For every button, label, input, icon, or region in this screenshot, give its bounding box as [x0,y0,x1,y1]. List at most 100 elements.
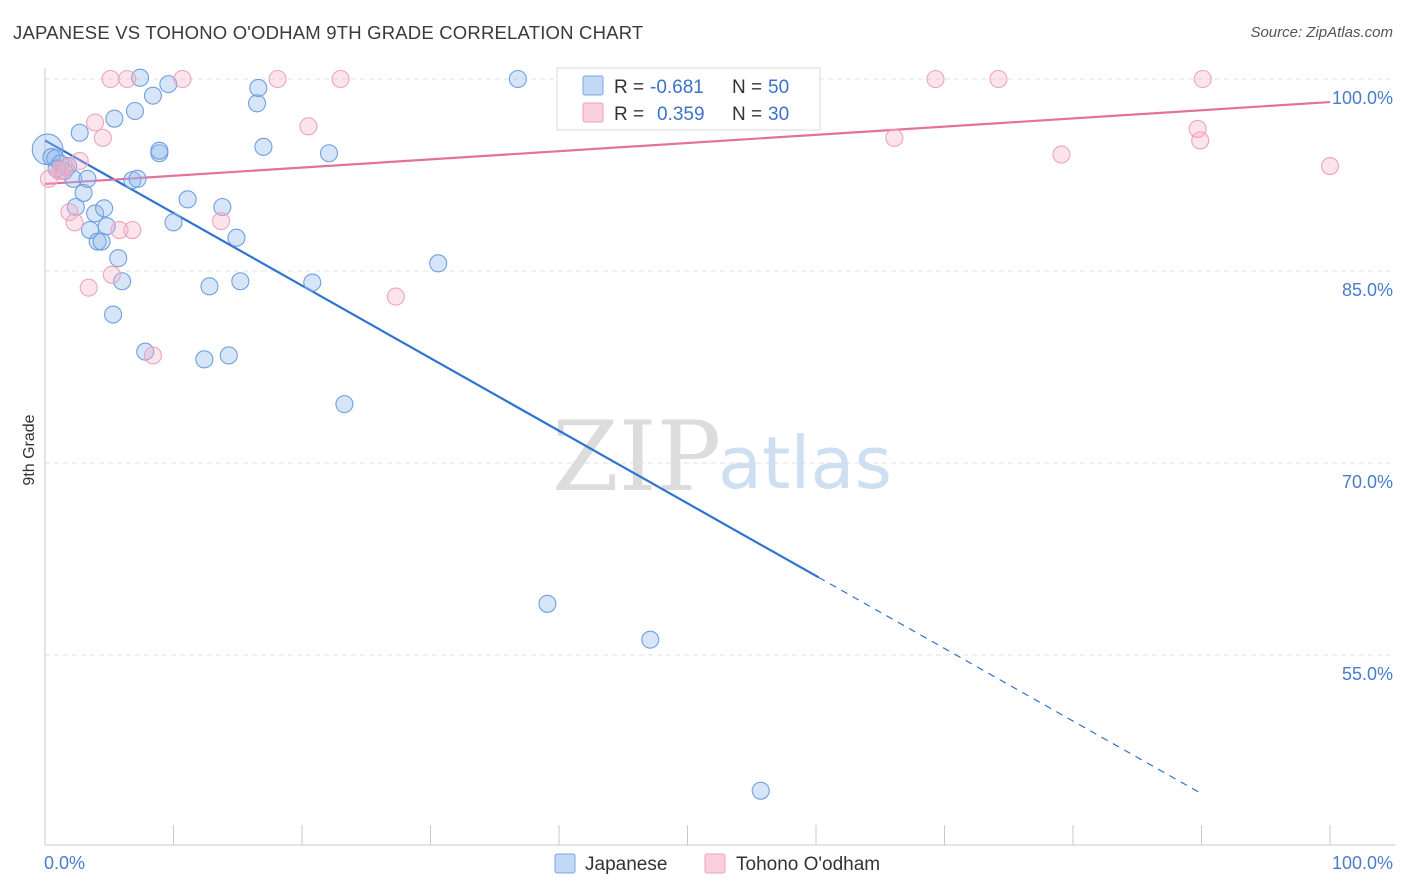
point-japanese-35 [219,346,238,365]
point-japanese-48 [751,781,770,800]
trendline-extension-0 [818,576,1202,795]
data-points [31,68,1340,800]
chart-title: JAPANESE VS TOHONO O'ODHAM 9TH GRADE COR… [13,22,644,43]
point-tohono-25 [989,69,1008,89]
point-japanese-22 [125,101,144,121]
point-tohono-8 [86,113,105,132]
point-tohono-7 [79,278,98,297]
stats-n-tohono: 30 [768,104,789,125]
stats-r-tohono: 0.359 [657,104,705,125]
point-tohono-15 [143,346,162,365]
point-japanese-12 [86,204,105,223]
point-japanese-10 [78,169,97,188]
point-tohono-17 [211,212,231,231]
point-japanese-46 [538,594,557,613]
point-japanese-20 [113,272,132,291]
point-japanese-41 [303,273,322,292]
gridlines [45,78,1395,656]
watermark-atlas: atlas [718,421,892,505]
point-japanese-19 [109,249,128,268]
trendline-1 [44,100,1331,186]
point-japanese-15 [95,199,114,218]
point-tohono-9 [93,128,112,147]
y-tick-label-2: 70.0% [1342,472,1393,492]
source-credit: Source: ZipAtlas.com [1250,24,1393,41]
point-japanese-37 [231,272,250,291]
point-tohono-20 [331,69,350,89]
point-tohono-26 [1052,145,1071,164]
point-japanese-49 [47,159,66,178]
stats-r-japanese: -0.681 [650,77,704,98]
point-tohono-5 [65,213,84,232]
point-japanese-34 [213,197,232,217]
point-japanese-39 [249,78,268,98]
stats-n-label-japanese: N = [732,77,762,98]
legend-label-tohono: Tohono O'odham [736,854,880,875]
point-japanese-29 [159,75,178,94]
point-japanese-38 [247,94,267,113]
stats-r-label-tohono: R = [614,104,644,125]
point-tohono-4 [60,203,79,222]
axes [44,68,1395,846]
point-japanese-32 [195,350,214,369]
point-tohono-21 [386,287,405,306]
stats-box: R = -0.681 N = 50 R = 0.359 N = 30 [556,67,821,131]
stats-n-label-tohono: N = [732,104,762,125]
point-tohono-29 [1188,119,1207,138]
x-tick-label-0: 0.0% [44,853,85,873]
trendlines [44,100,1331,795]
legend-label-japanese: Japanese [585,854,667,875]
point-tohono-14 [123,220,142,240]
point-tohono-18 [268,69,287,89]
point-japanese-30 [164,213,183,232]
y-tick-label-0: 100.0% [1332,88,1393,108]
point-japanese-23 [128,169,147,188]
stats-n-japanese: 50 [768,77,789,98]
stats-swatch-japanese [582,75,604,96]
point-tohono-28 [1191,131,1210,150]
point-japanese-40 [254,137,273,156]
point-tohono-24 [926,69,945,89]
point-japanese-44 [429,254,448,273]
point-japanese-45 [508,69,527,89]
point-japanese-26 [143,86,162,105]
point-tohono-19 [299,117,318,136]
stats-swatch-tohono [582,102,604,123]
point-japanese-9 [74,183,93,202]
tick-labels: 100.0% 85.0% 70.0% 55.0% 0.0% 100.0% [44,88,1393,873]
x-tick-label-1: 100.0% [1332,853,1393,873]
point-japanese-13 [88,232,107,251]
watermark: ZIP atlas [552,401,892,513]
point-tohono-30 [1320,156,1340,176]
point-japanese-17 [104,305,123,324]
legend: Japanese Tohono O'odham [554,853,880,875]
point-japanese-42 [319,144,339,163]
point-japanese-18 [105,109,124,128]
point-japanese-28 [150,141,169,160]
point-japanese-31 [178,190,197,209]
point-tohono-10 [101,69,120,89]
point-tohono-27 [1193,69,1212,89]
point-tohono-23 [885,128,904,147]
trendline-0 [44,139,820,579]
point-japanese-36 [227,228,246,247]
point-tohono-12 [110,220,129,240]
point-tohono-11 [102,265,121,284]
point-japanese-47 [641,630,660,649]
watermark-zip: ZIP [552,401,721,513]
y-tick-label-1: 85.0% [1342,280,1393,300]
point-tohono-6 [70,151,89,170]
y-axis-title: 9th Grade [21,414,38,485]
legend-swatch-japanese [554,853,576,874]
point-japanese-43 [335,395,354,414]
point-tohono-16 [173,69,192,89]
point-tohono-13 [118,69,137,89]
point-japanese-33 [200,277,219,296]
legend-swatch-tohono [704,853,726,874]
point-japanese-14 [92,232,111,251]
y-tick-label-3: 55.0% [1342,664,1393,684]
point-japanese-8 [70,123,89,142]
point-japanese-24 [131,68,150,87]
stats-r-label-japanese: R = [614,77,644,98]
